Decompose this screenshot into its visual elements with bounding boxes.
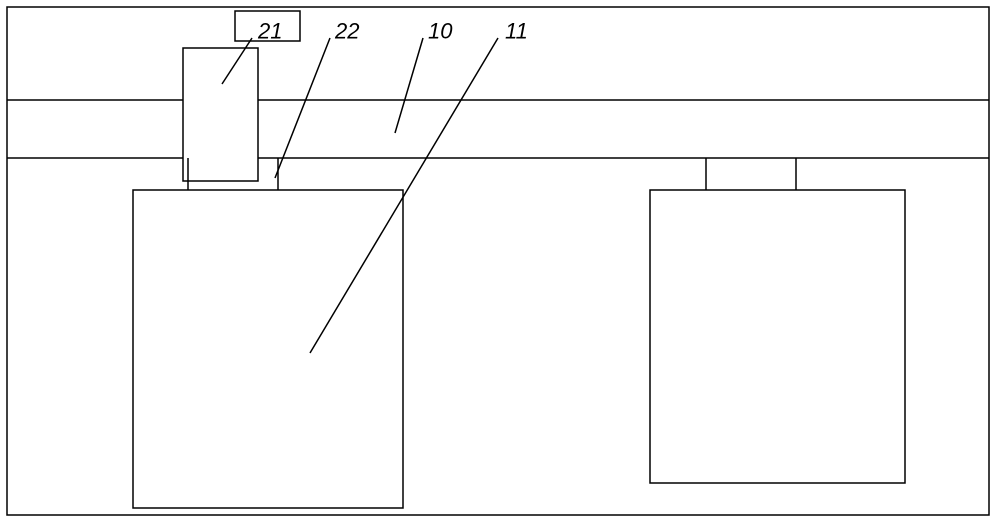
svg-text:11: 11: [505, 19, 528, 44]
svg-text:10: 10: [428, 19, 453, 44]
engineering-diagram: 21 22 10 11: [0, 0, 1000, 524]
svg-text:22: 22: [334, 19, 359, 44]
svg-text:21: 21: [257, 19, 282, 44]
